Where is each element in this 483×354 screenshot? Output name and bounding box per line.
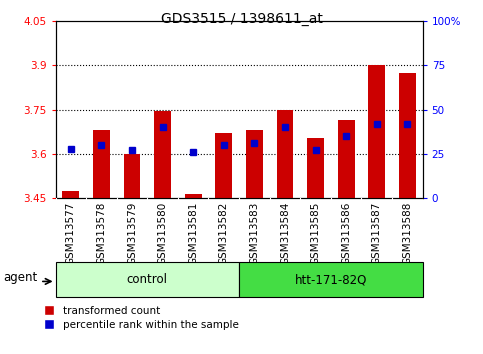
Text: GSM313587: GSM313587	[372, 201, 382, 265]
Text: GSM313586: GSM313586	[341, 201, 351, 265]
Text: GSM313588: GSM313588	[402, 201, 412, 265]
Bar	[399, 73, 416, 198]
Text: GSM313580: GSM313580	[157, 201, 168, 265]
Text: GSM313577: GSM313577	[66, 201, 76, 265]
Bar	[215, 133, 232, 198]
Text: GSM313584: GSM313584	[280, 201, 290, 265]
Text: GSM313585: GSM313585	[311, 201, 321, 265]
Text: GSM313579: GSM313579	[127, 201, 137, 265]
Text: GSM313583: GSM313583	[249, 201, 259, 265]
Text: control: control	[127, 273, 168, 286]
Text: agent: agent	[3, 272, 37, 284]
Bar	[56, 262, 239, 297]
Text: GSM313582: GSM313582	[219, 201, 229, 265]
Text: GSM313581: GSM313581	[188, 201, 198, 265]
Bar	[185, 194, 201, 198]
Legend: transformed count, percentile rank within the sample: transformed count, percentile rank withi…	[44, 306, 239, 330]
Bar	[124, 154, 141, 198]
Text: htt-171-82Q: htt-171-82Q	[295, 273, 367, 286]
Bar	[239, 262, 423, 297]
Bar	[93, 130, 110, 198]
Bar	[246, 130, 263, 198]
Bar	[369, 65, 385, 198]
Text: GSM313578: GSM313578	[97, 201, 106, 265]
Bar	[338, 120, 355, 198]
Bar	[62, 191, 79, 198]
Bar	[307, 138, 324, 198]
Bar	[277, 110, 293, 198]
Bar	[154, 111, 171, 198]
Text: GDS3515 / 1398611_at: GDS3515 / 1398611_at	[160, 12, 323, 27]
